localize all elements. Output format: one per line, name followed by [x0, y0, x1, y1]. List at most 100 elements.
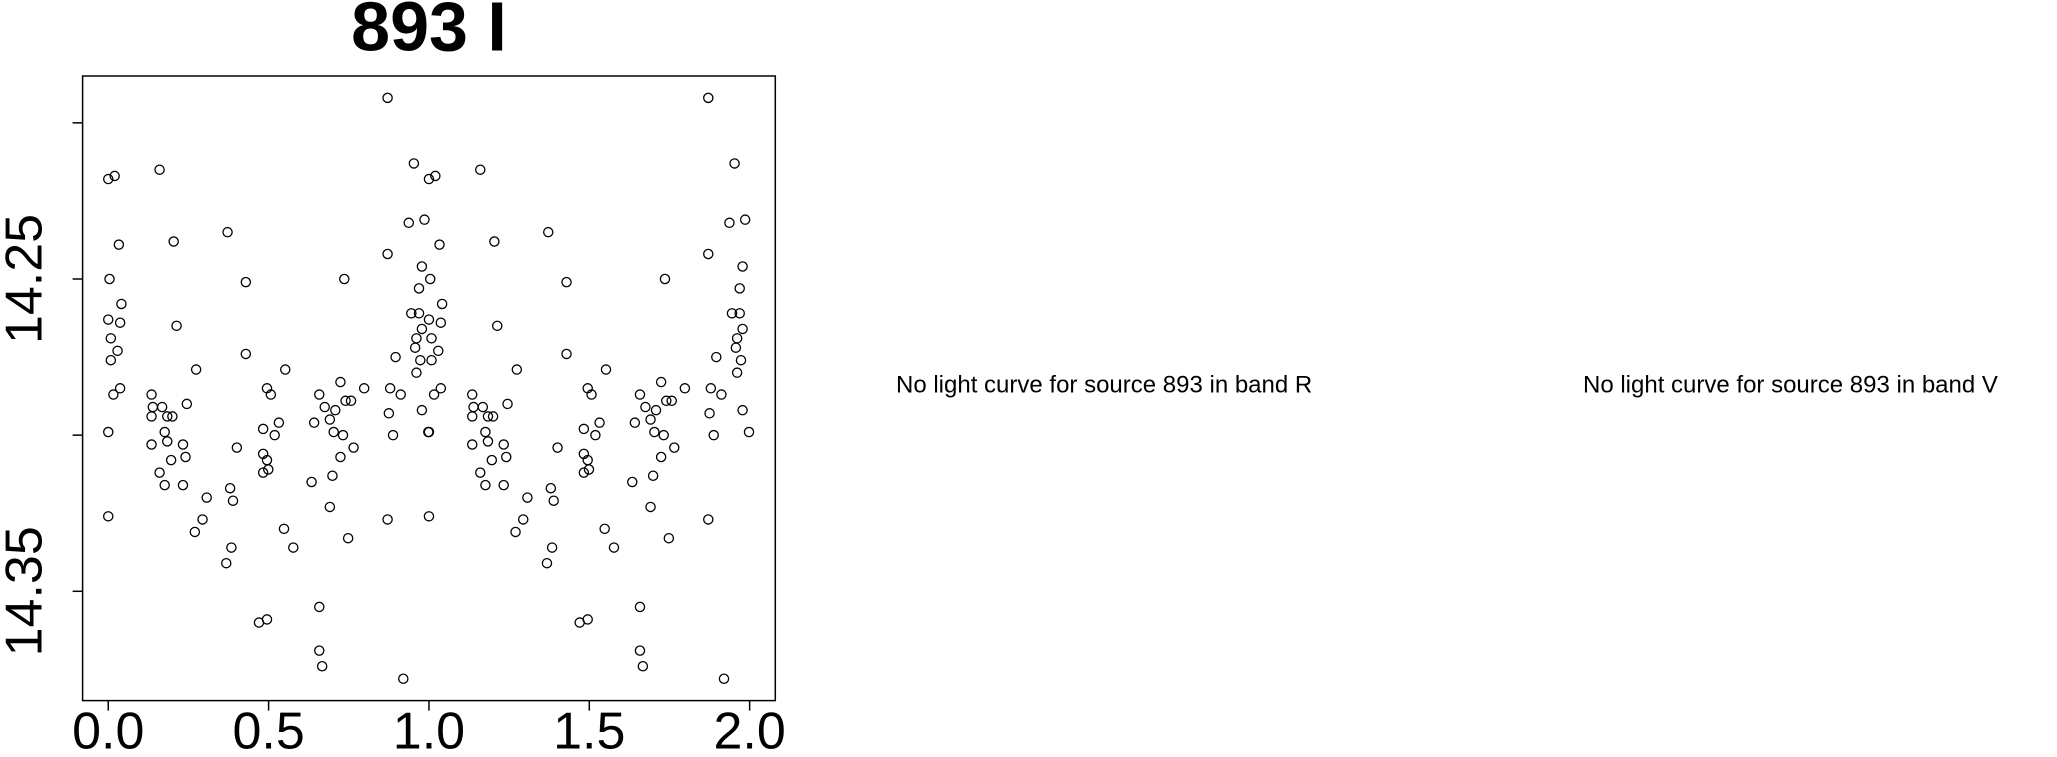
data-point [327, 470, 338, 481]
data-point [423, 173, 435, 185]
data-point [395, 389, 406, 400]
data-point [114, 383, 126, 394]
data-point [340, 395, 351, 407]
data-point [708, 429, 719, 441]
data-point [627, 476, 638, 488]
data-point [634, 645, 646, 656]
data-point [545, 482, 557, 494]
data-point [261, 383, 273, 394]
data-point [337, 429, 349, 441]
data-point [162, 436, 173, 447]
data-point [498, 479, 509, 491]
data-point [561, 276, 572, 288]
data-point [659, 273, 671, 285]
data-point [423, 314, 435, 325]
data-point [165, 454, 177, 466]
data-point [390, 351, 401, 363]
data-point [634, 389, 646, 400]
data-point [162, 411, 173, 422]
data-point [261, 614, 273, 625]
data-point [726, 308, 738, 319]
data-point [221, 557, 232, 569]
data-point [416, 261, 428, 272]
data-point [541, 557, 553, 569]
data-point [600, 364, 612, 375]
data-point [522, 492, 533, 503]
data-point [257, 467, 269, 478]
data-point [433, 345, 444, 357]
data-point [382, 92, 393, 104]
data-point [561, 348, 572, 360]
data-point [500, 451, 512, 463]
data-point [280, 364, 291, 375]
data-point [112, 345, 123, 357]
data-point [582, 383, 593, 394]
data-point [703, 514, 714, 525]
data-point [734, 283, 745, 294]
data-point [711, 351, 722, 363]
data-point [403, 217, 414, 229]
data-point [435, 383, 447, 394]
data-point [663, 532, 675, 544]
data-point [480, 479, 491, 491]
data-point [466, 411, 478, 422]
data-point [637, 660, 649, 672]
data-point [645, 501, 656, 513]
data-point [398, 673, 409, 684]
x-tick-label: 1.5 [553, 702, 625, 757]
data-point [345, 395, 357, 407]
data-point [436, 298, 448, 310]
data-point [103, 314, 114, 325]
data-point [634, 601, 646, 613]
data-point [647, 470, 659, 481]
data-point [159, 479, 170, 491]
data-point [387, 429, 399, 441]
data-point [177, 439, 189, 450]
data-point [104, 273, 115, 285]
data-point [413, 283, 425, 294]
data-point [261, 454, 273, 466]
data-point [342, 532, 354, 544]
data-point [181, 398, 193, 410]
data-point [411, 333, 422, 344]
no-data-message: No light curve for source 893 in band R [896, 371, 1312, 398]
data-point [167, 411, 178, 422]
data-point [594, 417, 605, 428]
data-point [679, 383, 691, 394]
data-point [226, 542, 237, 553]
data-point [224, 482, 236, 494]
data-point [156, 401, 168, 413]
data-point [492, 320, 503, 332]
data-point [703, 92, 714, 104]
data-point [159, 426, 170, 438]
data-point [240, 276, 252, 288]
data-point [146, 411, 157, 422]
data-point [578, 467, 590, 478]
data-point [411, 367, 422, 378]
data-point [428, 389, 440, 400]
data-point [383, 408, 395, 419]
data-point [649, 426, 660, 438]
data-point [724, 217, 735, 229]
data-point [430, 170, 441, 182]
data-point [314, 645, 325, 656]
data-point [201, 492, 212, 503]
data-point [103, 426, 114, 438]
data-point [146, 439, 157, 450]
data-point [734, 308, 745, 319]
data-point [510, 526, 521, 538]
data-point [103, 511, 114, 522]
data-point [324, 501, 336, 513]
data-point [227, 495, 239, 506]
data-point [582, 614, 593, 625]
data-point [328, 426, 339, 438]
data-point [168, 236, 179, 247]
data-point [661, 395, 672, 407]
data-point [273, 417, 285, 428]
data-point [729, 158, 740, 169]
data-point [542, 226, 554, 238]
data-point [486, 454, 498, 466]
data-point [552, 442, 563, 453]
data-point [382, 514, 393, 525]
